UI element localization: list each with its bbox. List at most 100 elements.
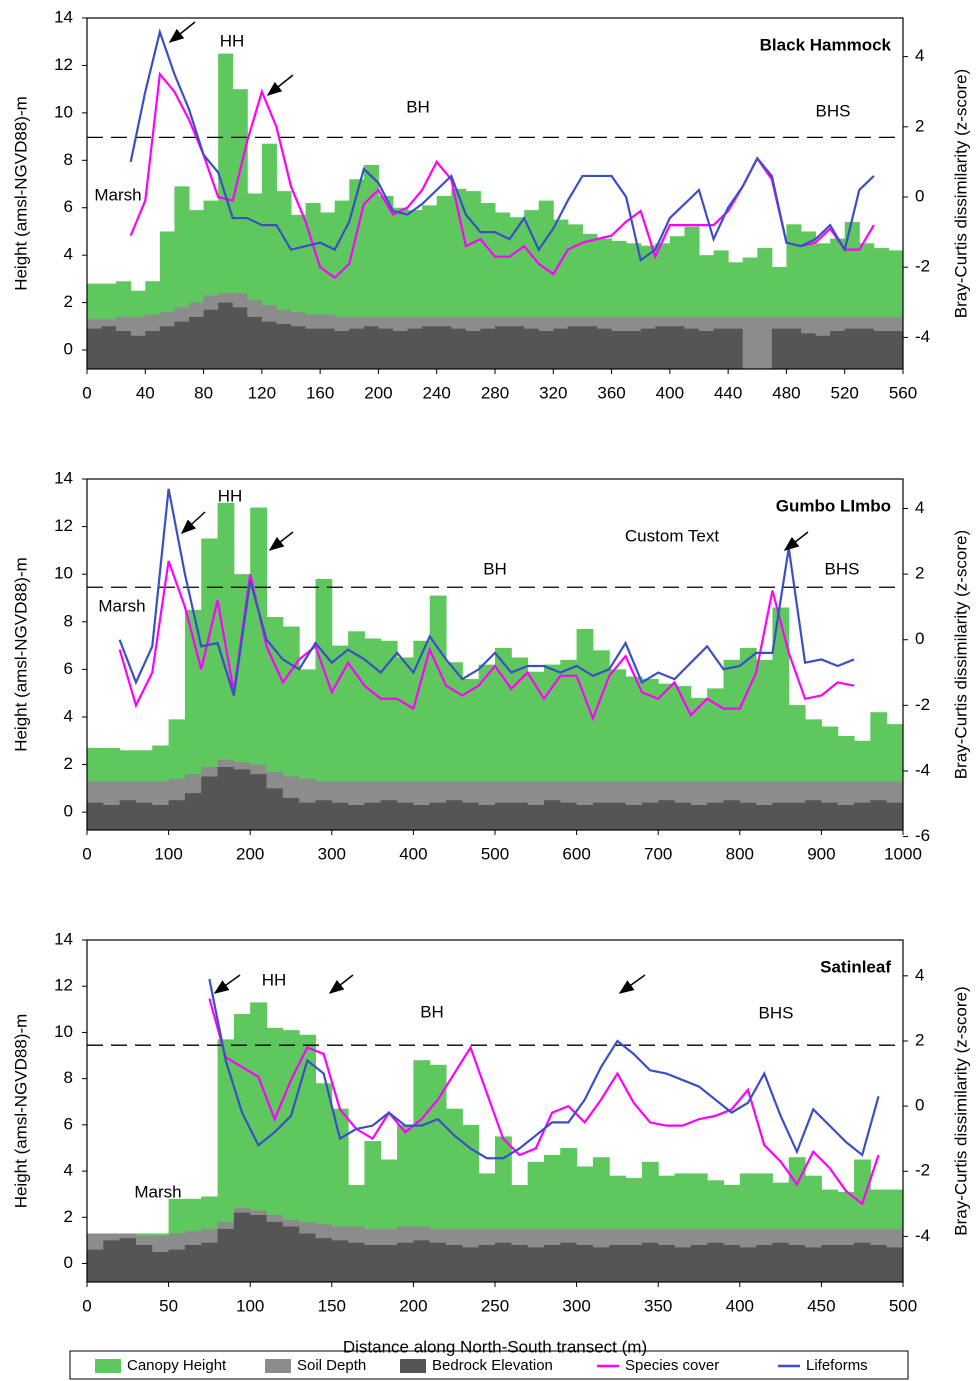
x-tick-label: 320 — [539, 383, 567, 402]
y-tick-label: 4 — [64, 706, 73, 725]
x-tick-label: 1000 — [884, 844, 922, 863]
annotation: BHS — [816, 101, 851, 120]
x-tick-label: 50 — [159, 1296, 178, 1315]
plot-area — [87, 978, 903, 1282]
y-tick-label: 8 — [64, 611, 73, 630]
annotation: BH — [406, 97, 430, 116]
area — [87, 1212, 903, 1282]
x-tick-label: 100 — [236, 1296, 264, 1315]
arrow — [168, 21, 196, 43]
y-axis-label: Height (amsl-NGVD88)-m — [11, 1014, 30, 1209]
x-tick-label: 200 — [236, 844, 264, 863]
y-axis-label: Height (amsl-NGVD88)-m — [11, 557, 30, 752]
y-tick-label: 14 — [54, 468, 73, 487]
y2-tick-label: 2 — [915, 564, 924, 583]
annotation: HH — [262, 970, 287, 989]
x-tick-label: 160 — [306, 383, 334, 402]
x-tick-label: 250 — [481, 1296, 509, 1315]
x-tick-label: 120 — [248, 383, 276, 402]
series-line — [208, 998, 880, 1206]
annotation: Custom Text — [625, 526, 719, 545]
arrow — [328, 974, 354, 994]
annotation: BH — [483, 559, 507, 578]
y2-tick-label: 0 — [915, 186, 924, 205]
arrow — [783, 531, 809, 551]
x-tick-label: 200 — [399, 1296, 427, 1315]
y-tick-label: 12 — [54, 55, 73, 74]
y2-tick-label: -2 — [915, 1161, 930, 1180]
y2-tick-label: 2 — [915, 1030, 924, 1049]
annotation: BH — [420, 1002, 444, 1021]
canopy-bar — [282, 1030, 300, 1282]
y2-tick-label: 4 — [915, 965, 924, 984]
x-axis-label: Distance along North-South transect (m) — [343, 1337, 647, 1356]
x-tick-label: 350 — [644, 1296, 672, 1315]
y-tick-label: 2 — [64, 1207, 73, 1226]
panel: 0 40 80 120 160 200 240 280 320 360 400 440 480 520 56… — [11, 7, 970, 402]
y2-tick-label: -4 — [915, 760, 930, 779]
x-tick-label: 0 — [82, 383, 91, 402]
legend-label: Lifeforms — [806, 1357, 868, 1374]
y2-tick-label: 0 — [915, 629, 924, 648]
x-tick-label: 500 — [481, 844, 509, 863]
y-tick-label: 10 — [54, 564, 73, 583]
annotation: HH — [220, 31, 245, 50]
y2-tick-label: -2 — [915, 257, 930, 276]
x-tick-label: 300 — [562, 1296, 590, 1315]
legend-swatch — [400, 1359, 426, 1373]
arrow — [180, 511, 206, 535]
x-tick-label: 200 — [364, 383, 392, 402]
y-tick-label: 2 — [64, 292, 73, 311]
y2-tick-label: -4 — [915, 1226, 930, 1245]
x-tick-label: 80 — [194, 383, 213, 402]
y-tick-label: 10 — [54, 1022, 73, 1041]
y-tick-label: 8 — [64, 150, 73, 169]
x-tick-label: 40 — [136, 383, 155, 402]
y-tick-label: 12 — [54, 976, 73, 995]
y-tick-label: 0 — [64, 340, 73, 359]
arrow — [618, 974, 646, 994]
legend-label: Soil Depth — [297, 1357, 366, 1374]
y-tick-label: 0 — [64, 1253, 73, 1272]
x-tick-label: 520 — [831, 383, 859, 402]
y2-axis-label: Bray-Curtis dissimilarity (z-score) — [951, 530, 970, 779]
x-tick-label: 240 — [423, 383, 451, 402]
y-tick-label: 2 — [64, 754, 73, 773]
arrow — [268, 531, 294, 551]
x-tick-label: 100 — [154, 844, 182, 863]
panel: 0 50 100 150 200 250 300 350 400 450 500 0 2 4 6 8 10 12 1… — [11, 929, 970, 1356]
annotation: BHS — [825, 559, 860, 578]
legend-box — [69, 1350, 909, 1380]
canopy-bar — [299, 1034, 316, 1282]
x-tick-label: 0 — [82, 844, 91, 863]
series-line — [118, 488, 855, 696]
x-tick-label: 480 — [772, 383, 800, 402]
canopy-bar — [217, 1039, 235, 1282]
y-tick-label: 6 — [64, 1114, 73, 1133]
y2-tick-label: 4 — [915, 46, 924, 65]
y-tick-label: 14 — [54, 7, 73, 26]
x-tick-label: 360 — [597, 383, 625, 402]
x-tick-label: 500 — [889, 1296, 917, 1315]
y-tick-label: 6 — [64, 197, 73, 216]
x-tick-label: 440 — [714, 383, 742, 402]
y-axis-label: Height (amsl-NGVD88)-m — [11, 96, 30, 291]
x-tick-label: 400 — [726, 1296, 754, 1315]
y2-tick-label: -2 — [915, 695, 930, 714]
y-tick-label: 4 — [64, 1161, 73, 1180]
canopy-bar — [576, 628, 594, 830]
canopy-bar — [429, 1064, 447, 1282]
y-tick-label: 8 — [64, 1068, 73, 1087]
y-tick-label: 4 — [64, 245, 73, 264]
x-tick-label: 280 — [481, 383, 509, 402]
annotation: Marsh — [94, 185, 141, 204]
chart-title: Satinleaf — [820, 957, 891, 976]
y2-tick-label: -4 — [915, 327, 930, 346]
arrow — [266, 74, 294, 96]
y2-tick-label: 2 — [915, 116, 924, 135]
canopy-bar — [315, 578, 333, 830]
plot-area — [87, 28, 903, 369]
annotation: BHS — [759, 1003, 794, 1022]
x-tick-label: 150 — [318, 1296, 346, 1315]
